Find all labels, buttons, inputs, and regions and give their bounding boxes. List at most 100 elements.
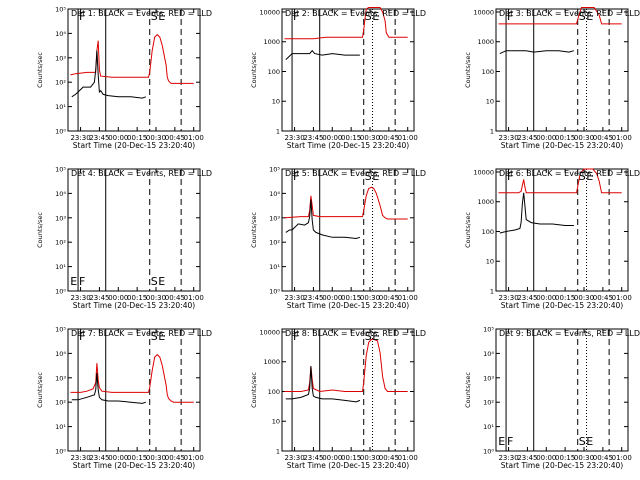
x-tick-label: 00:15	[341, 134, 361, 142]
flag-label: S	[579, 435, 586, 448]
x-tick-label: 00:30	[360, 454, 380, 462]
flag-label: F	[507, 435, 513, 448]
y-tick-label: 1	[276, 448, 280, 456]
x-tick-label: 01:00	[612, 454, 632, 462]
x-tick-label: 00:15	[341, 294, 361, 302]
y-tick-label: 1000	[263, 358, 280, 366]
series-lld	[284, 186, 408, 220]
y-tick-label: 10000	[473, 168, 494, 176]
flag-label: S	[365, 170, 372, 183]
detector-panel-1: 10⁰10¹10²10³10⁴10⁵23:3023:4500:0000:1500…	[36, 6, 212, 151]
series-events	[71, 50, 147, 99]
detector-panel-2: 1 10 100 1000 10000 23:3023:4500:0000:1500:30…	[250, 7, 426, 150]
flag-label: S	[579, 170, 586, 183]
flag-label: E	[586, 170, 593, 183]
y-tick-label: 10⁰	[55, 288, 66, 296]
x-tick-label: 00:30	[574, 454, 594, 462]
x-axis-label: Start Time (20-Dec-15 23:20:40)	[287, 461, 409, 470]
series-lld	[498, 168, 622, 194]
x-axis-label: Start Time (20-Dec-15 23:20:40)	[73, 141, 195, 150]
x-axis-label: Start Time (20-Dec-15 23:20:40)	[73, 461, 195, 470]
flag-label: F	[79, 10, 85, 23]
y-tick-label: 1	[276, 128, 280, 136]
flag-label: F	[507, 170, 513, 183]
x-tick-label: 23:45	[303, 454, 323, 462]
x-tick-label: 23:45	[303, 134, 323, 142]
x-tick-label: 00:45	[593, 134, 613, 142]
y-tick-label: 10⁴	[55, 350, 66, 358]
detector-panel-4: 10⁰10¹10²10³10⁴10⁵23:3023:4500:0000:1500…	[36, 166, 212, 311]
plot-frame	[281, 168, 415, 292]
y-tick-label: 10	[486, 98, 494, 106]
flag-label: E	[158, 275, 165, 288]
plot-frame	[67, 328, 201, 452]
detector-panel-6: 1 10 100 1000 10000 23:3023:4500:0000:1500:30…	[464, 168, 640, 310]
x-axis-label: Start Time (20-Dec-15 23:20:40)	[501, 301, 623, 310]
y-axis-label: Counts/sec	[464, 52, 472, 88]
x-tick-label: 00:30	[146, 294, 166, 302]
x-tick-label: 23:30	[498, 134, 518, 142]
x-tick-label: 01:00	[184, 294, 204, 302]
x-tick-label: 00:00	[108, 294, 128, 302]
x-tick-label: 00:45	[165, 134, 185, 142]
y-axis-label: Counts/sec	[36, 372, 44, 408]
panel-title: Det 6: BLACK = Events, RED = LLD	[499, 169, 640, 178]
y-tick-label: 10²	[55, 239, 66, 247]
flag-label: E	[586, 10, 593, 23]
y-tick-label: 10²	[269, 239, 280, 247]
y-tick-label: 10⁵	[269, 166, 280, 174]
x-tick-label: 00:00	[322, 294, 342, 302]
series-events	[285, 199, 361, 240]
panel-title: Det 7: BLACK = Events, RED = LLD	[71, 329, 212, 338]
x-tick-label: 01:00	[184, 454, 204, 462]
y-tick-label: 10¹	[483, 423, 494, 431]
x-tick-label: 23:45	[517, 134, 537, 142]
x-tick-label: 23:30	[498, 294, 518, 302]
x-tick-label: 00:45	[593, 454, 613, 462]
x-tick-label: 23:45	[517, 454, 537, 462]
y-tick-label: 10000	[473, 8, 494, 16]
flag-label: S	[151, 330, 158, 343]
x-axis-label: Start Time (20-Dec-15 23:20:40)	[501, 461, 623, 470]
flag-label: S	[365, 330, 372, 343]
x-tick-label: 00:15	[341, 454, 361, 462]
flag-label: F	[293, 10, 299, 23]
x-tick-label: 00:15	[555, 134, 575, 142]
panel-title: Det 9: BLACK = Events, RED = LLD	[499, 329, 640, 338]
x-tick-label: 23:45	[89, 454, 109, 462]
panels: 10⁰10¹10²10³10⁴10⁵23:3023:4500:0000:1500…	[36, 6, 640, 471]
x-axis-label: Start Time (20-Dec-15 23:20:40)	[73, 301, 195, 310]
flag-label: E	[498, 435, 505, 448]
flag-label: F	[79, 330, 85, 343]
y-tick-label: 100	[268, 68, 280, 76]
x-tick-label: 00:00	[322, 454, 342, 462]
y-tick-label: 10⁰	[55, 448, 66, 456]
x-tick-label: 00:00	[108, 134, 128, 142]
y-tick-label: 10⁵	[483, 326, 494, 334]
y-tick-label: 1000	[477, 38, 494, 46]
detector-panel-8: 1 10 100 1000 10000 23:3023:4500:0000:1500:30…	[250, 328, 426, 470]
x-tick-label: 00:15	[127, 294, 147, 302]
y-tick-label: 10²	[55, 79, 66, 87]
y-tick-label: 10⁵	[55, 6, 66, 14]
x-tick-label: 00:30	[574, 134, 594, 142]
x-tick-label: 23:30	[284, 454, 304, 462]
x-tick-label: 00:00	[536, 134, 556, 142]
panel-title: Det 3: BLACK = Events, RED = LLD	[499, 9, 640, 18]
y-tick-label: 10²	[55, 399, 66, 407]
x-axis-label: Start Time (20-Dec-15 23:20:40)	[287, 301, 409, 310]
plot-frame	[67, 168, 201, 292]
x-tick-label: 23:30	[498, 454, 518, 462]
x-tick-label: 00:30	[146, 134, 166, 142]
flag-label: S	[579, 10, 586, 23]
y-tick-label: 10⁰	[483, 448, 494, 456]
flag-label: E	[372, 330, 379, 343]
y-axis-label: Counts/sec	[250, 372, 258, 408]
x-tick-label: 23:30	[70, 134, 90, 142]
y-tick-label: 10000	[259, 8, 280, 16]
series-lld	[70, 353, 194, 403]
x-tick-label: 00:15	[127, 134, 147, 142]
y-tick-label: 1000	[263, 38, 280, 46]
x-tick-label: 01:00	[398, 294, 418, 302]
flag-label: E	[158, 330, 165, 343]
